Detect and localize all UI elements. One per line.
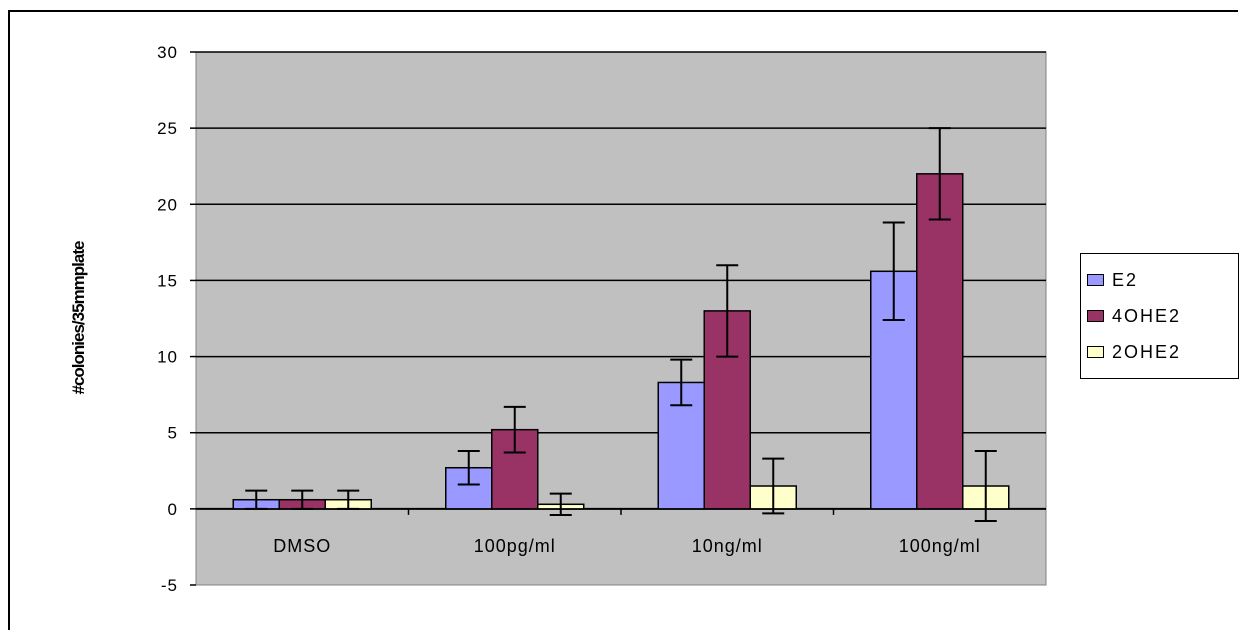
error-bars (245, 127, 997, 523)
y-tick-label: 30 (157, 43, 178, 62)
legend-swatch-4ohe2 (1087, 310, 1104, 322)
legend-label-2ohe2: 2OHE2 (1112, 341, 1182, 362)
legend-item-4ohe2: 4OHE2 (1087, 298, 1232, 334)
legend-label-4ohe2: 4OHE2 (1112, 305, 1182, 326)
x-category-label: DMSO (273, 536, 331, 556)
y-tick-label: 10 (157, 348, 178, 367)
y-tick-labels: -5 0 5 10 15 20 25 30 (157, 43, 178, 595)
legend: E2 4OHE2 2OHE2 (1080, 253, 1239, 379)
legend-item-e2: E2 (1087, 262, 1232, 298)
y-tick-label: -5 (161, 576, 178, 595)
legend-label-e2: E2 (1112, 269, 1139, 290)
legend-item-2ohe2: 2OHE2 (1087, 334, 1232, 370)
legend-swatch-e2 (1087, 274, 1104, 286)
x-category-label: 100pg/ml (474, 536, 556, 556)
y-axis-label: #colonies/35mmplate (69, 241, 88, 395)
bar-4ohe2-3 (916, 173, 964, 510)
y-tick-label: 25 (157, 119, 178, 138)
x-category-labels: DMSO 100pg/ml 10ng/ml 100ng/ml (273, 536, 981, 556)
y-tick-label: 0 (168, 500, 178, 519)
chart-frame (8, 10, 1238, 630)
x-category-label: 10ng/ml (692, 536, 763, 556)
legend-swatch-2ohe2 (1087, 346, 1104, 358)
y-tick-label: 5 (168, 424, 178, 443)
x-category-label: 100ng/ml (899, 536, 981, 556)
y-tick-label: 15 (157, 271, 178, 290)
bars (232, 173, 1010, 510)
y-tick-label: 20 (157, 195, 178, 214)
